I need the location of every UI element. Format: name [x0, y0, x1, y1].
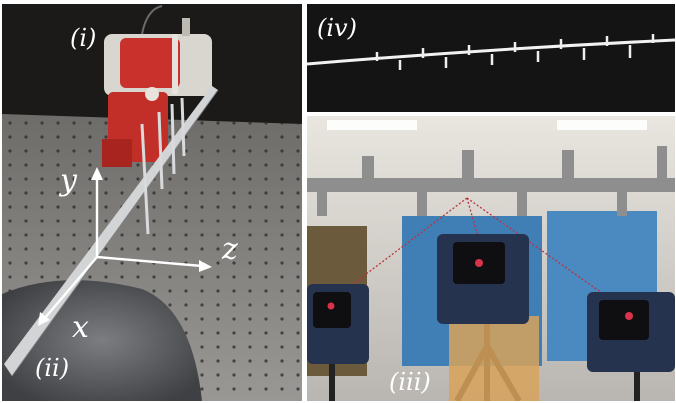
comb-closeup-panel: (iv): [307, 4, 675, 112]
axis-label-y: y: [58, 163, 78, 198]
panel-label-iv: (iv): [317, 14, 357, 42]
panel-label-i: (i): [70, 24, 96, 52]
camera-right: [587, 292, 675, 372]
axis-label-x: x: [72, 310, 89, 345]
comb-teeth: [375, 34, 655, 70]
panel-label-iii: (iii): [389, 368, 431, 396]
comb-frame-teeth: [317, 146, 667, 216]
rail-pins: [140, 97, 186, 235]
rig-photo-panel: y z x (i) (ii): [2, 4, 302, 401]
camera-center: [437, 234, 529, 324]
panel-label-ii: (ii): [35, 354, 69, 382]
comb-spine: [307, 38, 675, 66]
red-device: [102, 5, 212, 167]
comb-closeup: (iv): [307, 4, 675, 112]
rig-photo: y z x (i) (ii): [2, 4, 302, 401]
camera-setup-panel: (iii): [307, 116, 675, 401]
comb-frame: [307, 178, 675, 192]
axis-label-z: z: [221, 232, 238, 267]
wooden-box: [449, 316, 539, 401]
camera-setup-photo: (iii): [307, 116, 675, 401]
coordinate-axes: [38, 167, 212, 326]
camera-left: [307, 284, 369, 364]
